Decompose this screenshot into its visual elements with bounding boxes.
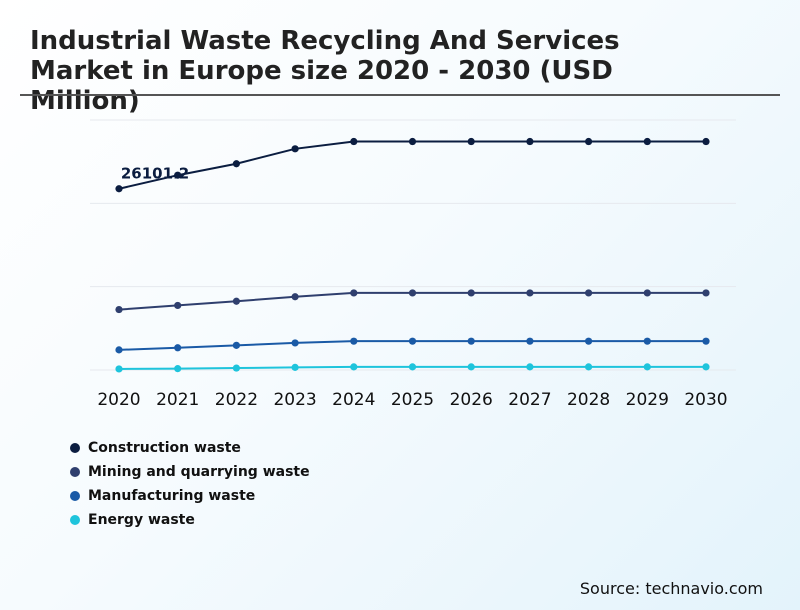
title-divider <box>20 94 780 96</box>
x-tick-label: 2026 <box>450 390 493 410</box>
data-point-series-3 <box>467 363 475 371</box>
data-point-series-1 <box>174 301 182 310</box>
data-point-series-1 <box>408 289 417 297</box>
data-point-series-3 <box>115 365 123 373</box>
chart-title: Industrial Waste Recycling And Services … <box>30 26 620 116</box>
data-point-series-1 <box>232 297 240 305</box>
x-tick-label: 2025 <box>391 390 434 410</box>
data-point-series-2 <box>467 337 475 345</box>
data-point-series-2 <box>291 339 299 347</box>
data-point-series-2 <box>115 346 123 354</box>
legend-marker-manufacturing <box>70 491 80 501</box>
data-point-series-3 <box>174 365 182 373</box>
data-point-series-0 <box>291 145 299 153</box>
data-point-series-0 <box>115 185 123 193</box>
x-tick-label: 2024 <box>332 390 375 410</box>
source-credit: Source: technavio.com <box>579 579 763 598</box>
data-point-series-2 <box>702 337 710 345</box>
data-point-series-1 <box>291 293 299 301</box>
data-point-series-2 <box>174 344 182 352</box>
data-point-series-3 <box>585 363 593 371</box>
data-point-series-2 <box>585 337 593 345</box>
data-label-0: 26101.2 <box>121 165 189 183</box>
legend-item-manufacturing: Manufacturing waste <box>70 484 310 508</box>
data-point-series-3 <box>408 363 417 371</box>
data-point-series-0 <box>408 137 417 146</box>
data-point-series-1 <box>115 305 123 314</box>
data-point-series-2 <box>350 337 358 345</box>
data-point-series-2 <box>643 337 651 345</box>
legend-marker-energy <box>70 515 80 525</box>
legend-item-energy: Energy waste <box>70 508 310 532</box>
legend-label-energy: Energy waste <box>88 512 195 528</box>
legend-marker-construction <box>70 443 80 453</box>
data-point-series-1 <box>585 289 593 297</box>
x-tick-label: 2027 <box>508 390 551 410</box>
data-point-series-0 <box>467 137 475 146</box>
data-point-series-2 <box>232 341 240 349</box>
legend-item-mining: Mining and quarrying waste <box>70 460 310 484</box>
data-point-series-3 <box>643 363 651 371</box>
legend-label-construction: Construction waste <box>88 440 241 456</box>
data-point-series-3 <box>232 364 240 372</box>
legend-label-mining: Mining and quarrying waste <box>88 464 310 480</box>
data-point-series-0 <box>232 160 240 168</box>
x-tick-label: 2021 <box>156 390 199 410</box>
data-point-series-1 <box>467 289 475 297</box>
data-point-series-0 <box>643 137 651 146</box>
x-tick-label: 2020 <box>97 390 140 410</box>
data-point-series-3 <box>350 363 358 371</box>
x-tick-label: 2022 <box>215 390 258 410</box>
data-point-series-0 <box>350 137 358 146</box>
x-tick-label: 2023 <box>273 390 316 410</box>
data-point-series-3 <box>526 363 534 371</box>
chart-legend: Construction waste Mining and quarrying … <box>70 436 310 532</box>
data-point-series-3 <box>291 363 299 371</box>
data-point-series-0 <box>526 137 534 146</box>
data-point-series-2 <box>526 337 534 345</box>
data-point-series-1 <box>350 289 358 297</box>
x-tick-label: 2028 <box>567 390 610 410</box>
x-tick-label: 2030 <box>684 390 727 410</box>
data-point-series-1 <box>702 289 710 297</box>
data-point-series-0 <box>585 137 593 146</box>
legend-marker-mining <box>70 467 80 477</box>
data-point-series-1 <box>526 289 534 297</box>
data-point-series-0 <box>702 137 710 146</box>
data-point-series-1 <box>643 289 651 297</box>
x-tick-label: 2029 <box>626 390 669 410</box>
legend-label-manufacturing: Manufacturing waste <box>88 488 256 504</box>
legend-item-construction: Construction waste <box>70 436 310 460</box>
data-point-series-3 <box>702 363 710 371</box>
data-point-series-0 <box>174 171 182 179</box>
data-point-series-2 <box>408 337 417 345</box>
series-line-0 <box>118 140 706 190</box>
